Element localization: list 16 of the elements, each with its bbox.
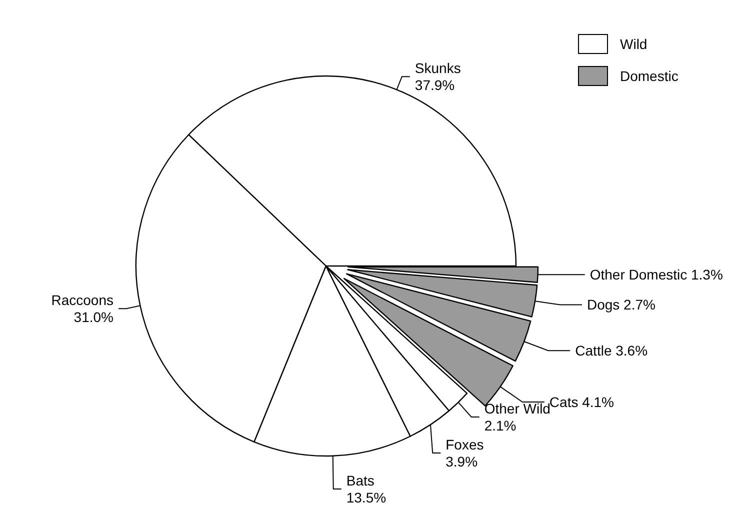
slice-label: Dogs 2.7% [586,296,656,313]
data-label: 2.1% [484,418,516,434]
text: Domestic [620,68,678,84]
slice-label: Cats 4.1% [549,394,614,410]
slice-label: Cattle 3.6% [575,342,648,359]
slice-label: Foxes [446,436,484,452]
data-label: 13.5% [346,490,386,506]
slice-label: Bats [346,472,374,488]
slice-label: Skunks [414,60,461,76]
data-label: 37.9% [414,77,455,94]
data-label: 31.0% [74,309,114,326]
text: Wild [620,36,648,52]
slice-label: Other Wild [484,400,550,416]
slice-label: Other Domestic 1.3% [590,266,723,283]
slice-label: Raccoons [51,292,114,308]
data-label: 3.9% [446,454,478,470]
